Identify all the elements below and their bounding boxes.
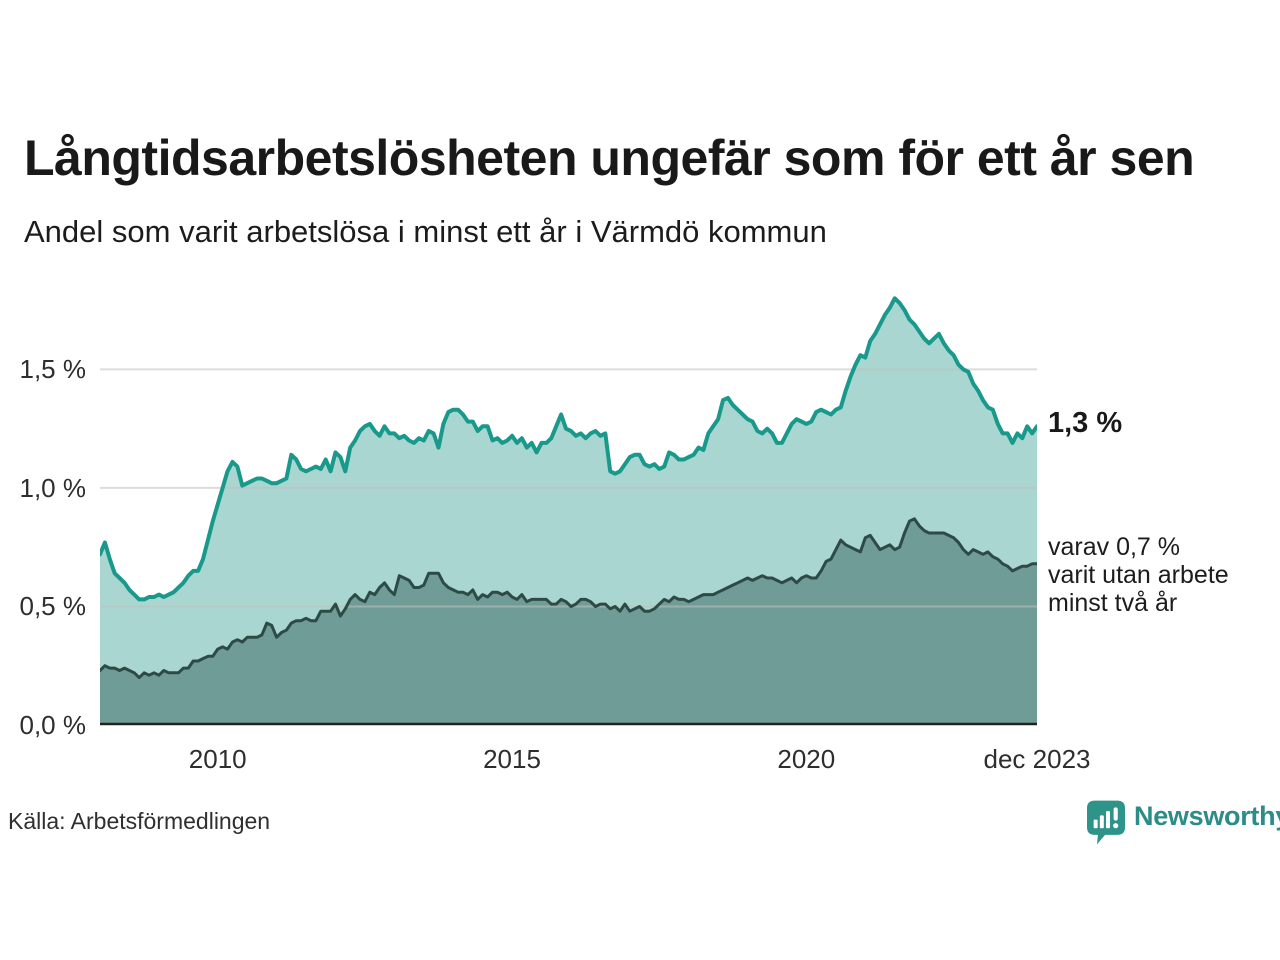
y-tick-label: 1,5 % xyxy=(19,354,87,385)
end-value-label: 1,3 % xyxy=(1048,407,1123,439)
page-title: Långtidsarbetslösheten ungefär som för e… xyxy=(24,130,1195,186)
area-chart xyxy=(100,296,1037,726)
newsworthy-wordmark: Newsworthy xyxy=(1134,801,1280,831)
y-tick-label: 0,5 % xyxy=(19,591,87,622)
y-tick-label: 0,0 % xyxy=(19,710,87,740)
x-tick-label: 2010 xyxy=(188,744,247,774)
newsworthy-logo: Newsworthy xyxy=(1087,800,1280,846)
y-tick-label: 1,0 % xyxy=(19,472,87,503)
x-tick-label: 2020 xyxy=(777,744,836,774)
series-line-minst-tva-ar xyxy=(100,517,1037,680)
series-line-minst-ett-ar xyxy=(100,296,1037,602)
newsworthy-logo-icon xyxy=(1087,800,1125,845)
area-fill-minst-tva-ar xyxy=(100,518,1037,725)
secondary-series-annotation: varav 0,7 % varit utan arbete minst två … xyxy=(1048,533,1229,617)
source-label: Källa: Arbetsförmedlingen xyxy=(8,808,271,834)
chart-subtitle: Andel som varit arbetslösa i minst ett å… xyxy=(24,214,827,249)
x-tick-label: dec 2023 xyxy=(983,744,1091,774)
x-tick-label: 2015 xyxy=(483,744,541,774)
